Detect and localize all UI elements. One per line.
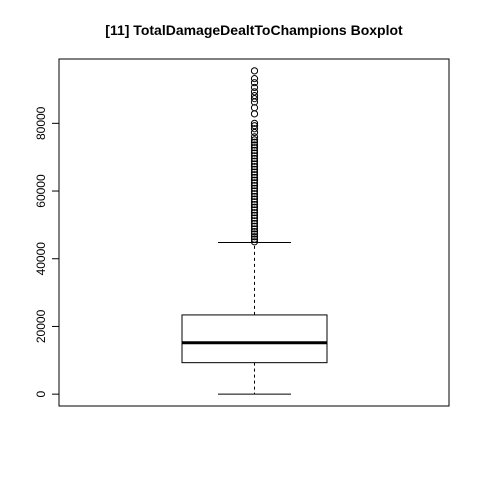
- outlier-point: [250, 238, 259, 246]
- outlier-point: [250, 79, 259, 87]
- outlier-point: [250, 225, 259, 233]
- chart-title: [11] TotalDamageDealtToChampions Boxplot: [105, 22, 403, 38]
- outlier-point: [250, 187, 259, 195]
- outlier-point: [250, 171, 259, 179]
- outlier-point: [250, 75, 259, 83]
- outlier-point: [250, 222, 259, 230]
- outlier-point: [250, 138, 259, 146]
- outlier-point: [250, 83, 259, 92]
- outlier-point: [250, 195, 259, 203]
- outlier-point: [250, 136, 259, 144]
- y-tick-label: 0: [34, 390, 48, 397]
- outlier-point: [250, 198, 259, 206]
- outlier-point: [250, 184, 259, 192]
- outlier-point: [250, 152, 259, 160]
- outlier-points: [250, 67, 259, 246]
- y-tick-label: 60000: [34, 174, 48, 208]
- outlier-point: [250, 192, 259, 201]
- outlier-point: [250, 190, 259, 198]
- outlier-point: [250, 235, 259, 243]
- outlier-point: [250, 211, 259, 220]
- outlier-point: [250, 206, 259, 214]
- outlier-point: [250, 203, 259, 211]
- outlier-point: [250, 214, 259, 222]
- outlier-point: [250, 163, 259, 171]
- y-axis: 0 20000 40000 60000 80000: [34, 106, 60, 397]
- y-tick-label: 80000: [34, 106, 48, 140]
- outlier-point: [250, 200, 259, 209]
- y-tick-label: 20000: [34, 309, 48, 343]
- outlier-point: [250, 230, 259, 238]
- outlier-point: [250, 133, 259, 141]
- outlier-point: [250, 144, 259, 152]
- outlier-point: [250, 182, 259, 190]
- outlier-point: [250, 165, 259, 173]
- outlier-point: [250, 125, 259, 133]
- outlier-point: [250, 67, 259, 75]
- outlier-point: [250, 95, 259, 103]
- outlier-point: [250, 146, 259, 155]
- outlier-point: [250, 233, 259, 241]
- interquartile-box: [181, 314, 328, 364]
- outlier-point: [250, 168, 259, 176]
- outlier-point: [250, 122, 259, 130]
- y-tick-label: 40000: [34, 242, 48, 276]
- outlier-point: [250, 119, 259, 127]
- outlier-point: [250, 88, 259, 96]
- outlier-point: [250, 157, 259, 165]
- outlier-point: [250, 160, 259, 168]
- outlier-point: [250, 219, 259, 228]
- outlier-point: [250, 173, 259, 182]
- outlier-point: [250, 91, 259, 100]
- outlier-point: [250, 149, 259, 157]
- outlier-point: [250, 154, 259, 163]
- outlier-point: [250, 228, 259, 236]
- box-plot-series: [181, 241, 328, 395]
- outlier-point: [250, 217, 259, 225]
- outlier-point: [250, 176, 259, 184]
- outlier-point: [250, 179, 259, 187]
- outlier-point: [250, 209, 259, 217]
- outlier-point: [250, 128, 259, 137]
- outlier-point: [250, 141, 259, 149]
